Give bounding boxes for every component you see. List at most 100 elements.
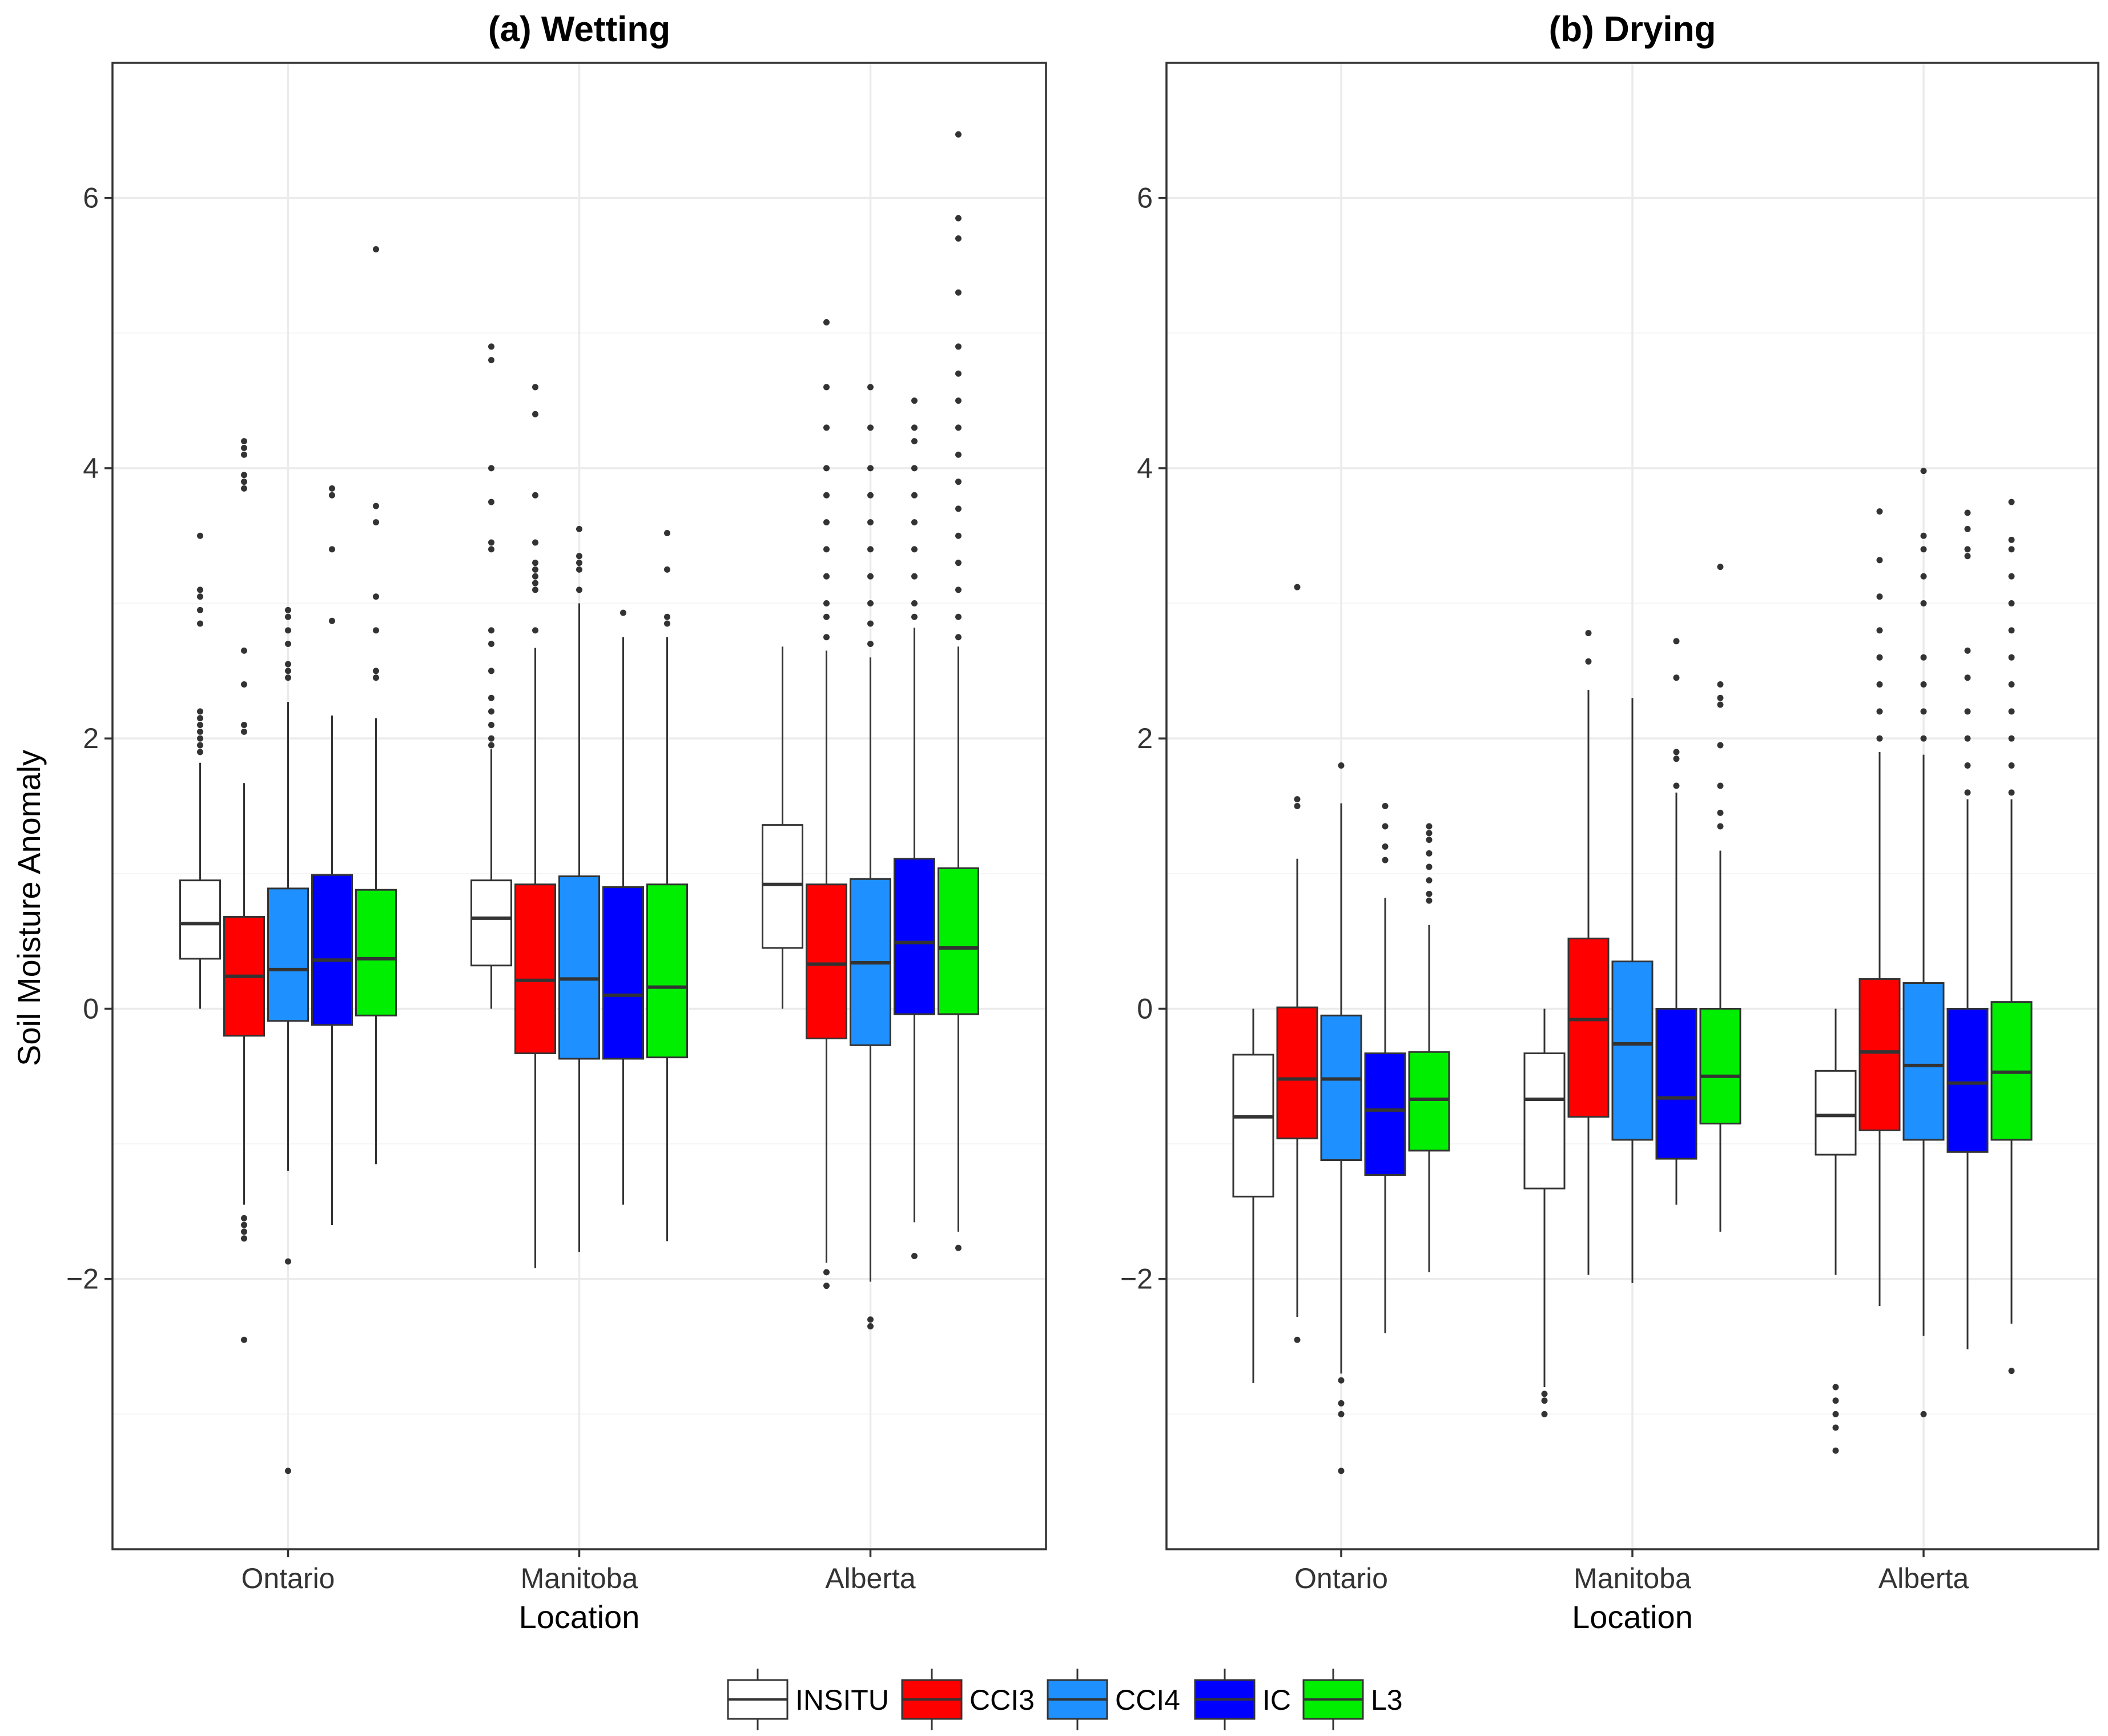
outlier-point — [955, 532, 962, 539]
outlier-point — [1832, 1424, 1839, 1431]
outlier-point — [1426, 850, 1433, 857]
outlier-point — [488, 627, 494, 634]
outlier-point — [823, 465, 830, 472]
outlier-point — [373, 627, 379, 634]
box-cci4-ontario — [1320, 1014, 1362, 1161]
outlier-point — [488, 465, 494, 472]
outlier-point — [1717, 701, 1724, 708]
box-insitu-ontario — [179, 879, 221, 960]
outlier-point — [1294, 1336, 1301, 1343]
outlier-point — [1541, 1410, 1548, 1417]
outlier-point — [955, 131, 962, 138]
x-axis-title: Location — [519, 1599, 640, 1635]
outlier-point — [2008, 681, 2015, 688]
outlier-point — [241, 647, 247, 654]
outlier-point — [241, 1235, 247, 1242]
outlier-point — [664, 566, 670, 573]
outlier-point — [1717, 564, 1724, 570]
y-tick-label: 2 — [83, 722, 99, 754]
outlier-point — [1920, 681, 1927, 688]
outlier-point — [488, 343, 494, 350]
outlier-point — [2008, 735, 2015, 742]
outlier-point — [1382, 803, 1389, 809]
outlier-point — [823, 634, 830, 641]
x-tick-label-ontario: Ontario — [242, 1562, 335, 1594]
outlier-point — [2008, 536, 2015, 543]
outlier-point — [867, 641, 874, 648]
outlier-point — [285, 627, 291, 634]
y-tick-label: 0 — [1137, 992, 1153, 1024]
outlier-point — [867, 465, 874, 472]
outlier-point — [285, 1468, 291, 1474]
outlier-point — [532, 384, 538, 391]
legend-insitu-label: INSITU — [795, 1684, 889, 1716]
y-tick-label: −2 — [1120, 1263, 1153, 1295]
outlier-point — [911, 1252, 918, 1259]
box-cci3-ontario — [1276, 1006, 1318, 1140]
outlier-point — [955, 1244, 962, 1251]
outlier-point — [1717, 823, 1724, 830]
legend-cci3-label: CCI3 — [969, 1684, 1035, 1716]
outlier-point — [1541, 1391, 1548, 1397]
x-tick-label-alberta: Alberta — [825, 1562, 916, 1594]
outlier-point — [955, 424, 962, 431]
outlier-point — [197, 606, 203, 613]
outlier-point — [2008, 1368, 2015, 1375]
outlier-point — [2008, 627, 2015, 634]
outlier-point — [1673, 782, 1680, 789]
outlier-point — [532, 586, 538, 593]
outlier-point — [1876, 508, 1883, 515]
outlier-point — [1717, 809, 1724, 816]
outlier-point — [1426, 897, 1433, 904]
outlier-point — [1294, 803, 1301, 809]
outlier-point — [197, 735, 203, 742]
box-ic-alberta — [1946, 1007, 1989, 1153]
outlier-point — [285, 606, 291, 613]
outlier-point — [1673, 638, 1680, 645]
outlier-point — [241, 485, 247, 492]
y-tick-label: 0 — [83, 992, 99, 1024]
panel-title: (b) Drying — [1549, 10, 1716, 49]
outlier-point — [1673, 674, 1680, 681]
x-axis-title: Location — [1572, 1599, 1693, 1635]
outlier-point — [867, 424, 874, 431]
outlier-point — [1338, 1410, 1345, 1417]
outlier-point — [1338, 1468, 1345, 1474]
outlier-point — [620, 609, 626, 616]
outlier-point — [1964, 553, 1971, 560]
outlier-point — [1920, 546, 1927, 553]
outlier-point — [911, 600, 918, 607]
outlier-point — [241, 681, 247, 688]
outlier-point — [1294, 584, 1301, 590]
outlier-point — [1673, 749, 1680, 756]
outlier-point — [285, 1258, 291, 1265]
outlier-point — [1338, 1400, 1345, 1407]
outlier-point — [823, 424, 830, 431]
outlier-point — [823, 1269, 830, 1276]
outlier-point — [664, 620, 670, 627]
outlier-point — [285, 668, 291, 674]
outlier-point — [867, 573, 874, 580]
y-tick-label: 4 — [1137, 452, 1153, 484]
outlier-point — [911, 465, 918, 472]
outlier-point — [1382, 823, 1389, 830]
outlier-point — [1426, 877, 1433, 884]
outlier-point — [197, 728, 203, 735]
outlier-point — [285, 674, 291, 681]
outlier-point — [955, 289, 962, 296]
outlier-point — [576, 566, 582, 573]
box-cci4-manitoba — [1611, 961, 1654, 1141]
outlier-point — [1382, 857, 1389, 863]
outlier-point — [1876, 681, 1883, 688]
outlier-point — [1964, 525, 1971, 532]
outlier-point — [285, 613, 291, 620]
outlier-point — [532, 560, 538, 566]
legend-ic-label: IC — [1262, 1684, 1291, 1716]
outlier-point — [241, 479, 247, 485]
outlier-point — [197, 532, 203, 539]
outlier-point — [1920, 573, 1927, 580]
outlier-point — [867, 1316, 874, 1323]
outlier-point — [532, 573, 538, 580]
outlier-point — [488, 357, 494, 364]
